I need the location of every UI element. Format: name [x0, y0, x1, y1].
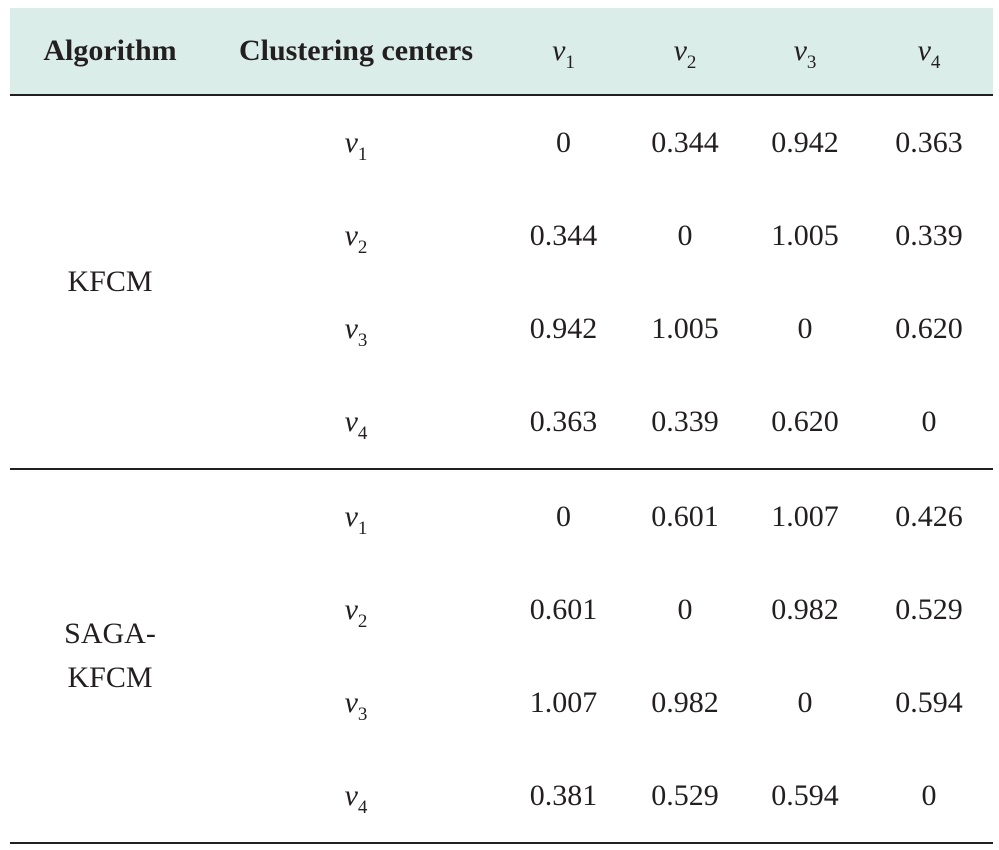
value-cell: 0.339 [895, 218, 963, 252]
value-cell: 0.529 [625, 749, 745, 844]
table-row: v2 0.344 0 1.005 0.339 [10, 189, 993, 282]
value-cell: 0.942 [529, 311, 598, 345]
value-cell: 0.363 [529, 404, 598, 438]
header-algorithm: Algorithm [10, 8, 210, 95]
value-cell: 0.594 [745, 749, 865, 844]
value-cell: 0.344 [529, 218, 598, 252]
value-cell: 0.426 [865, 468, 993, 563]
center-cell: v3 [344, 685, 368, 725]
value-cell: 0 [677, 592, 693, 626]
value-cell: 0.594 [895, 685, 963, 719]
algorithm-cell-saga-kfcm: SAGA- KFCM [10, 468, 210, 844]
value-cell: 0.982 [771, 592, 839, 626]
value-cell: 0.601 [529, 592, 598, 626]
value-cell: 0.620 [771, 404, 839, 438]
header-v4: v4 [865, 8, 993, 95]
center-cell: v1 [210, 468, 502, 563]
value-cell: 0.601 [625, 468, 745, 563]
center-cell: v4 [344, 404, 368, 444]
table-row: v4 0.381 0.529 0.594 0 [10, 749, 993, 844]
value-cell: 1.005 [651, 311, 719, 345]
table-row: KFCM v1 0 0.344 0.942 0.363 [10, 94, 993, 469]
value-cell: 0 [502, 94, 625, 189]
distance-table: Algorithm Clustering centers v1 v2 v3 v4… [10, 8, 993, 844]
table-row: SAGA- KFCM v1 0 0.601 1.007 0.426 [10, 468, 993, 844]
table-row: v2 0.601 0 0.982 0.529 [10, 563, 993, 656]
value-cell: 0.363 [865, 94, 993, 189]
value-cell: 0 [797, 311, 813, 345]
center-cell: v2 [344, 592, 368, 632]
header-row: Algorithm Clustering centers v1 v2 v3 v4 [10, 8, 993, 95]
value-cell: 0.982 [651, 685, 719, 719]
value-cell: 0 [797, 685, 813, 719]
value-cell: 1.007 [745, 468, 865, 563]
center-cell: v1 [210, 94, 502, 189]
value-cell: 0.381 [502, 749, 625, 844]
center-cell: v4 [210, 749, 502, 844]
algorithm-cell-kfcm: KFCM [10, 94, 210, 469]
table-row: v3 1.007 0.982 0 0.594 [10, 656, 993, 749]
value-cell: 0.344 [625, 94, 745, 189]
center-cell: v2 [344, 218, 368, 258]
value-cell: 0 [677, 218, 693, 252]
header-clustering-centers: Clustering centers [210, 8, 502, 95]
value-cell: 1.005 [771, 218, 839, 252]
table-row: v3 0.942 1.005 0 0.620 [10, 282, 993, 375]
center-cell: v3 [344, 311, 368, 351]
value-cell: 0.529 [895, 592, 963, 626]
value-cell: 0.339 [651, 404, 719, 438]
value-cell: 0 [865, 749, 993, 844]
header-v3: v3 [745, 8, 865, 95]
value-cell: 0.942 [745, 94, 865, 189]
value-cell: 0 [502, 468, 625, 563]
table-row: v4 0.363 0.339 0.620 0 [10, 375, 993, 469]
value-cell: 0.620 [895, 311, 963, 345]
value-cell: 0 [921, 404, 937, 438]
header-v1: v1 [502, 8, 625, 95]
value-cell: 1.007 [529, 685, 598, 719]
header-v2: v2 [625, 8, 745, 95]
